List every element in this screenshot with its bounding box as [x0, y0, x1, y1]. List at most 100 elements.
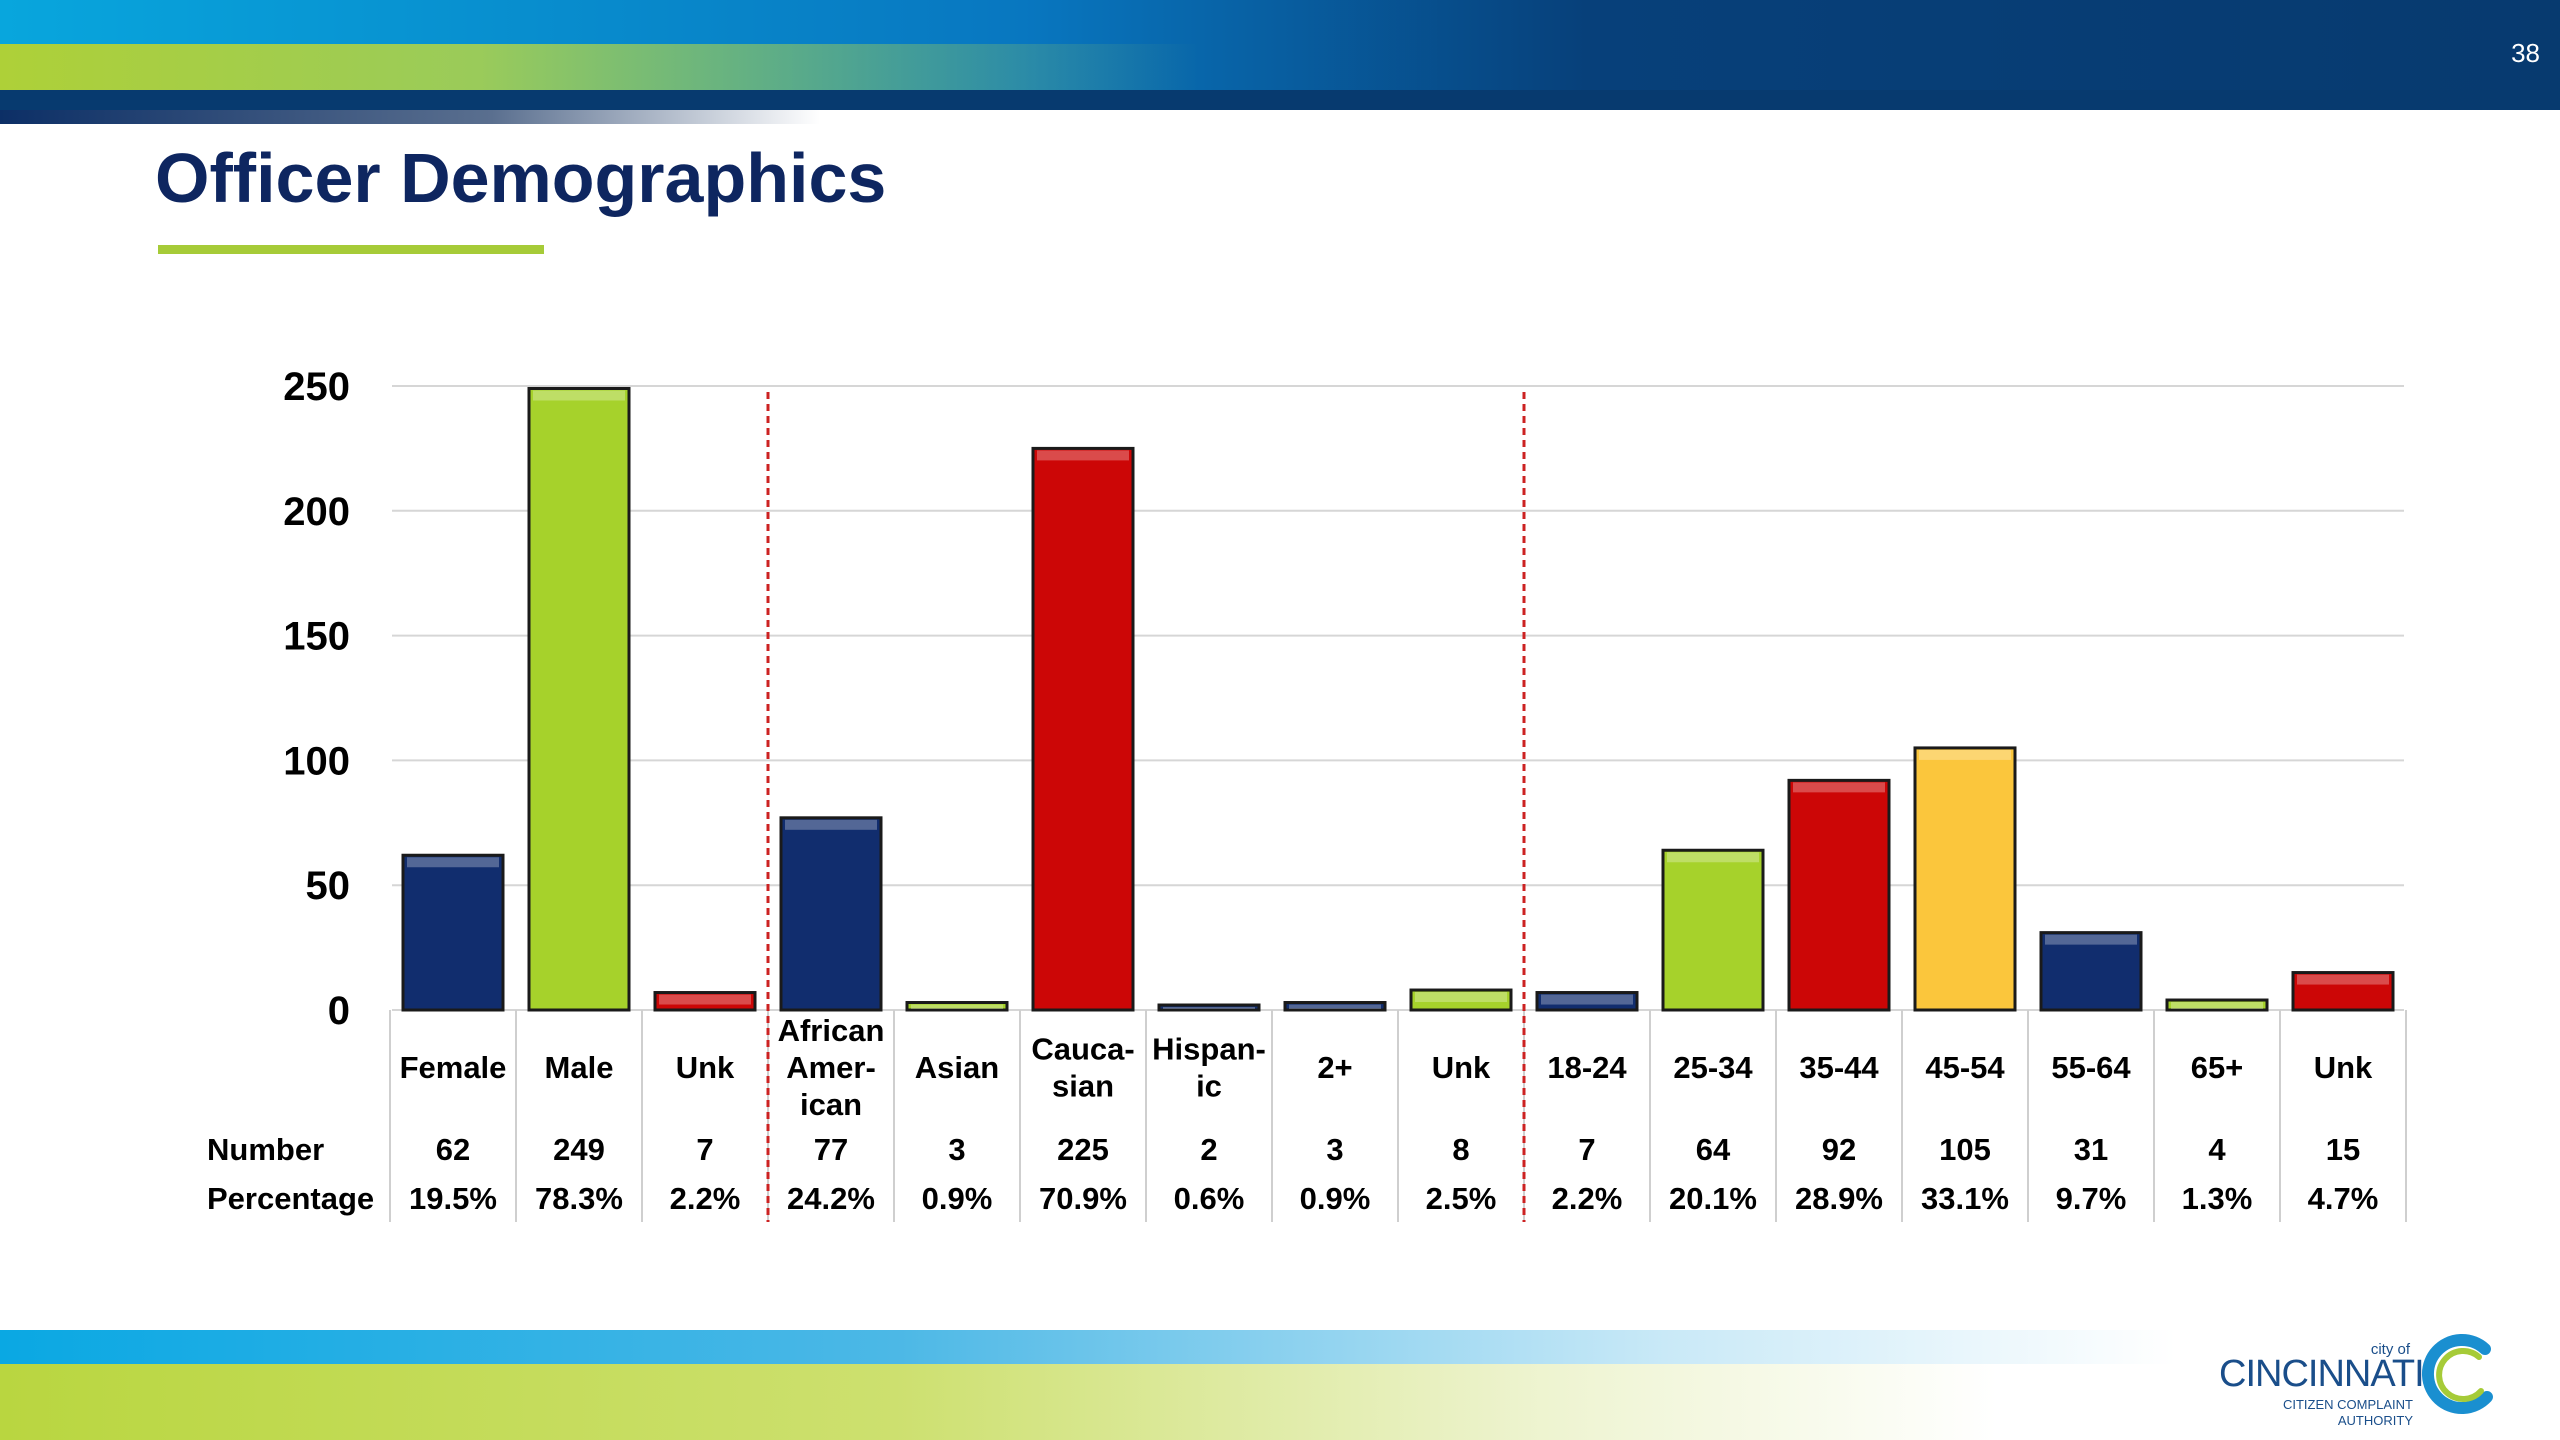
bar-highlight [407, 857, 499, 868]
category-label: Female [400, 1050, 507, 1085]
category-label: 65+ [2191, 1050, 2244, 1085]
category-label: Asian [915, 1050, 999, 1085]
bar [905, 1001, 1009, 1012]
number-value: 31 [2074, 1132, 2108, 1167]
bar-highlight [1289, 1004, 1381, 1009]
number-value: 77 [814, 1132, 848, 1167]
percentage-value: 4.7% [2308, 1181, 2379, 1216]
logo-c-icon [2421, 1334, 2493, 1414]
percentage-value: 20.1% [1669, 1181, 1757, 1216]
slide-title: Officer Demographics [155, 139, 887, 217]
y-tick-label: 250 [283, 365, 350, 409]
number-value: 92 [1822, 1132, 1856, 1167]
number-value: 7 [696, 1132, 713, 1167]
logo-city-of: city of [2370, 1341, 2410, 1358]
percentage-value: 2.2% [670, 1181, 741, 1216]
percentage-value: 24.2% [787, 1181, 875, 1216]
bar [1409, 988, 1513, 1012]
bar [1031, 446, 1135, 1012]
percentage-value: 9.7% [2056, 1181, 2127, 1216]
number-value: 105 [1939, 1132, 1991, 1167]
footer-blue-stripe [0, 1330, 2560, 1364]
page-number: 38 [2511, 38, 2540, 68]
number-value: 2 [1200, 1132, 1217, 1167]
category-label: 45-54 [1925, 1050, 2005, 1085]
title-underline [158, 245, 544, 254]
category-label: 35-44 [1799, 1050, 1879, 1085]
bar-highlight [2297, 974, 2389, 985]
percentage-value: 2.5% [1426, 1181, 1497, 1216]
row-label-number: Number [207, 1132, 324, 1167]
percentage-value: 28.9% [1795, 1181, 1883, 1216]
number-value: 64 [1696, 1132, 1731, 1167]
category-label: Unk [676, 1050, 735, 1085]
number-value: 249 [553, 1132, 605, 1167]
y-tick-label: 50 [306, 864, 351, 908]
y-tick-label: 0 [328, 989, 350, 1033]
category-label: Unk [2314, 1050, 2373, 1085]
header-sub-stripe [0, 110, 820, 124]
category-label: Cauca- [1031, 1032, 1134, 1067]
bar [1157, 1003, 1261, 1012]
bar-highlight [1037, 450, 1129, 461]
number-value: 225 [1057, 1132, 1109, 1167]
percentage-value: 78.3% [535, 1181, 623, 1216]
bar-highlight [785, 819, 877, 830]
category-label: 55-64 [2051, 1050, 2131, 1085]
bar [2165, 998, 2269, 1012]
footer-green-stripe [0, 1364, 2560, 1440]
category-label: Hispan- [1152, 1032, 1266, 1067]
bar [2039, 931, 2143, 1012]
number-value: 7 [1578, 1132, 1595, 1167]
logo-name: CINCINNATI [2219, 1353, 2425, 1395]
cincinnati-logo: city of CINCINNATI CITIZEN COMPLAINT AUT… [2205, 1325, 2505, 1435]
percentage-value: 33.1% [1921, 1181, 2009, 1216]
number-value: 3 [1326, 1132, 1343, 1167]
number-value: 4 [2208, 1132, 2226, 1167]
category-label: African [778, 1013, 885, 1048]
header-navy-stripe [0, 90, 2560, 110]
bar-highlight [2171, 1002, 2263, 1009]
logo-subtitle-2: AUTHORITY [2337, 1413, 2413, 1428]
logo-subtitle-1: CITIZEN COMPLAINT [2282, 1397, 2413, 1412]
bar-highlight [1667, 852, 1759, 863]
bar-chart: 0 50 100 150 200 250 Female 62 19.5% Male 249 78.3%… [207, 365, 2407, 1222]
bar [1913, 746, 2017, 1012]
bar [779, 816, 883, 1012]
bar [401, 853, 505, 1012]
category-label: Amer- [786, 1050, 876, 1085]
number-value: 15 [2326, 1132, 2360, 1167]
percentage-value: 19.5% [409, 1181, 497, 1216]
number-value: 62 [436, 1132, 470, 1167]
bar [1661, 848, 1765, 1012]
bar-highlight [911, 1004, 1003, 1009]
y-tick-label: 100 [283, 739, 350, 783]
category-label: Male [545, 1050, 614, 1085]
bar-highlight [1415, 992, 1507, 1003]
bar [527, 386, 631, 1012]
bar-highlight [1541, 994, 1633, 1005]
category-label: sian [1052, 1069, 1114, 1104]
number-value: 8 [1452, 1132, 1469, 1167]
category-label: ican [800, 1087, 862, 1122]
category-label: 25-34 [1673, 1050, 1753, 1085]
header-green-stripe [0, 44, 1200, 90]
percentage-value: 1.3% [2182, 1181, 2253, 1216]
category-label: 2+ [1317, 1050, 1352, 1085]
bar [2291, 971, 2395, 1012]
category-label: 18-24 [1547, 1050, 1627, 1085]
percentage-value: 70.9% [1039, 1181, 1127, 1216]
bar-highlight [533, 390, 625, 401]
bar-highlight [1163, 1007, 1255, 1009]
percentage-value: 0.9% [1300, 1181, 1371, 1216]
percentage-value: 2.2% [1552, 1181, 1623, 1216]
number-value: 3 [948, 1132, 965, 1167]
bar-highlight [659, 994, 751, 1005]
bar-highlight [1793, 782, 1885, 793]
percentage-value: 0.9% [922, 1181, 993, 1216]
bar [1283, 1001, 1387, 1012]
bar [653, 991, 757, 1012]
category-label: ic [1196, 1069, 1222, 1104]
y-tick-label: 150 [283, 615, 350, 659]
y-tick-label: 200 [283, 490, 350, 534]
